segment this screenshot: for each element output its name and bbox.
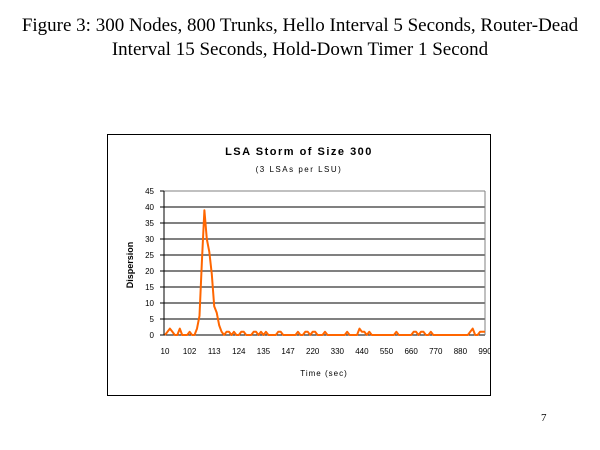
chart-title: LSA Storm of Size 300 (225, 146, 373, 158)
y-tick-label: 40 (145, 203, 154, 212)
x-tick-label: 102 (183, 347, 197, 356)
x-tick-label: 135 (257, 347, 271, 356)
x-axis-label: Time (sec) (300, 369, 348, 378)
x-tick-label: 990 (478, 347, 490, 356)
y-tick-label: 45 (145, 187, 154, 196)
x-tick-label: 550 (380, 347, 394, 356)
y-tick-label: 15 (145, 283, 154, 292)
y-tick-label: 35 (145, 219, 154, 228)
y-tick-label: 5 (150, 315, 155, 324)
x-tick-label: 10 (161, 347, 170, 356)
chart-frame: LSA Storm of Size 300 (3 LSAs per LSU) D… (107, 134, 491, 396)
figure-title: Figure 3: 300 Nodes, 800 Trunks, Hello I… (21, 15, 579, 60)
page-number: 7 (541, 412, 547, 424)
x-tick-label: 440 (355, 347, 369, 356)
x-tick-label: 147 (281, 347, 295, 356)
x-tick-label: 330 (331, 347, 345, 356)
y-tick-label: 0 (150, 331, 155, 340)
plot-area: 0 5 10 15 20 25 30 35 40 45 10 102 113 124 135 147 220 33… (145, 187, 490, 356)
y-tick-label: 10 (145, 299, 154, 308)
y-tick-label: 30 (145, 235, 154, 244)
x-tick-label: 220 (306, 347, 320, 356)
x-tick-label: 880 (454, 347, 468, 356)
chart-subtitle: (3 LSAs per LSU) (255, 165, 343, 174)
x-tick-label: 113 (208, 347, 221, 356)
x-tick-label: 660 (404, 347, 418, 356)
y-tick-label: 25 (145, 251, 154, 260)
x-tick-label: 770 (429, 347, 443, 356)
x-tick-label: 124 (232, 347, 246, 356)
series-line (164, 209, 485, 336)
y-tick-label: 20 (145, 267, 154, 276)
